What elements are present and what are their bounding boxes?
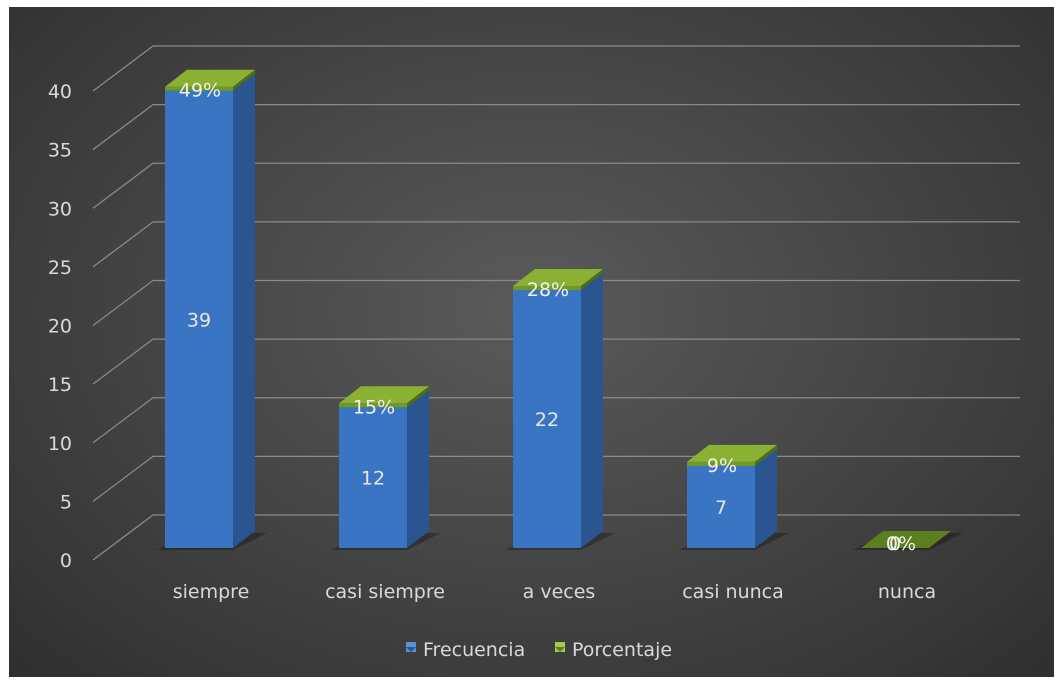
bar-porcentaje-side [755, 444, 777, 466]
bar-frecuencia-side [407, 390, 429, 548]
percent-label: 15% [353, 396, 395, 418]
bar-porcentaje-top [339, 386, 429, 404]
y-tick-label: 20 [48, 316, 72, 338]
legend-swatch-shade [406, 647, 416, 652]
y-tick-label: 25 [48, 257, 72, 279]
percent-label: 28% [527, 279, 569, 301]
percent-label: 0% [886, 533, 916, 555]
legend-label: Porcentaje [572, 639, 672, 661]
y-tick-label: 5 [60, 491, 72, 513]
legend-swatch-shade [555, 647, 565, 652]
bar-porcentaje-top [513, 269, 603, 287]
value-label: 0 [889, 533, 901, 555]
bar-porcentaje-side [407, 386, 429, 408]
bar-porcentaje-side [581, 269, 603, 291]
bar-porcentaje [513, 286, 581, 291]
gridline [92, 103, 1020, 151]
x-tick-label: casi nunca [682, 581, 784, 603]
y-tick-label: 10 [48, 433, 72, 455]
bar-frecuencia [339, 407, 407, 548]
bar-porcentaje [339, 403, 407, 408]
bar-porcentaje-top [165, 69, 255, 87]
x-tick-label: nunca [878, 581, 936, 603]
gridline [92, 162, 1020, 209]
bar-frecuencia [513, 290, 581, 548]
bar-porcentaje [165, 86, 233, 91]
gridline [92, 221, 1020, 268]
x-tick-label: siempre [173, 581, 250, 603]
bar-porcentaje-top [687, 444, 777, 462]
y-tick-label: 0 [60, 550, 72, 572]
y-tick-label: 30 [48, 198, 72, 220]
value-label: 12 [361, 468, 385, 490]
gridline [92, 279, 1020, 327]
bar-frecuencia-side [233, 73, 255, 548]
bar-porcentaje-side [233, 69, 255, 91]
value-label: 7 [715, 497, 727, 519]
bar-frecuencia-side [755, 448, 777, 548]
x-tick-label: a veces [523, 581, 596, 603]
bar-frecuencia-side [581, 273, 603, 548]
gridline [92, 45, 1020, 92]
legend-label: Frecuencia [423, 639, 525, 661]
y-tick-label: 15 [48, 374, 72, 396]
bar-frecuencia [687, 465, 755, 548]
y-tick-label: 35 [48, 140, 72, 162]
percent-label: 49% [179, 80, 221, 102]
bar-porcentaje [687, 461, 755, 466]
bar-porcentaje-top [861, 531, 951, 548]
bar-frecuencia [165, 90, 233, 548]
value-label: 39 [187, 309, 211, 331]
percent-label: 9% [707, 455, 737, 477]
value-label: 22 [535, 409, 559, 431]
gridline [92, 397, 1020, 444]
y-tick-label: 40 [48, 81, 72, 103]
x-tick-label: casi siempre [325, 581, 445, 603]
gridline [92, 338, 1020, 385]
